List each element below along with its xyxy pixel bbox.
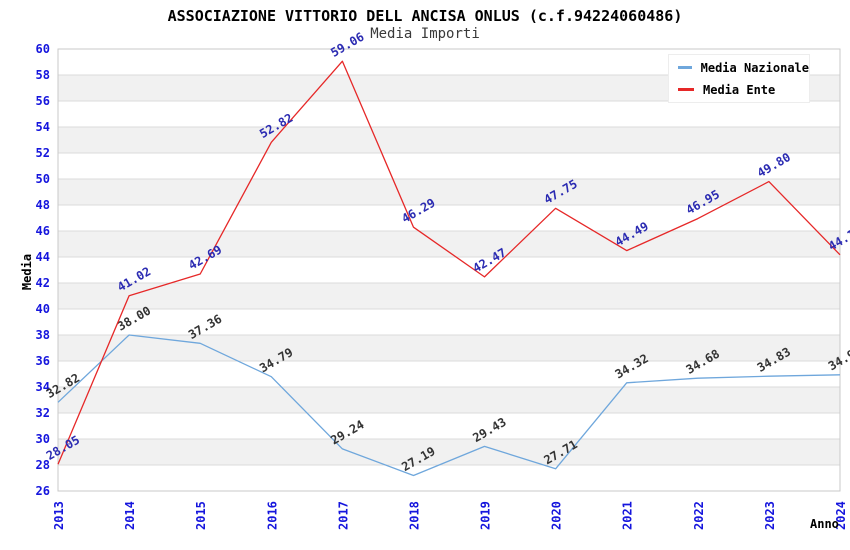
y-axis-label: Media <box>20 253 34 291</box>
chart-subtitle: Media Importi <box>370 26 480 42</box>
y-tick-label: 56 <box>36 94 50 108</box>
x-tick-label: 2024 <box>834 501 848 530</box>
y-tick-label: 32 <box>36 406 50 420</box>
y-tick-label: 48 <box>36 198 50 212</box>
y-tick-label: 52 <box>36 146 50 160</box>
x-tick-label: 2019 <box>479 501 493 530</box>
x-tick-label: 2015 <box>194 501 208 530</box>
x-tick-label: 2020 <box>550 501 564 530</box>
point-label: 59.06 <box>328 30 366 60</box>
series-line <box>57 60 841 465</box>
y-tick-label: 42 <box>36 276 50 290</box>
y-tick-label: 46 <box>36 224 50 238</box>
x-tick-label: 2017 <box>336 501 350 530</box>
x-tick-label: 2023 <box>763 501 777 530</box>
x-tick-label: 2013 <box>52 501 66 530</box>
background-band <box>58 335 840 361</box>
y-tick-label: 60 <box>36 42 50 56</box>
x-tick-label: 2016 <box>265 501 279 530</box>
y-tick-label: 54 <box>36 120 50 134</box>
y-tick-label: 40 <box>36 302 50 316</box>
legend-line-marker-icon <box>678 66 692 69</box>
background-band <box>58 283 840 309</box>
x-tick-label: 2021 <box>621 501 635 530</box>
series-line <box>57 334 841 477</box>
y-tick-label: 28 <box>36 458 50 472</box>
background-band <box>58 127 840 153</box>
x-tick-label: 2014 <box>123 501 137 530</box>
legend-label-media-ente: Media Ente <box>703 82 776 97</box>
x-tick-label: 2022 <box>692 501 706 530</box>
y-tick-label: 26 <box>36 484 50 498</box>
chart-title: ASSOCIAZIONE VITTORIO DELL ANCISA ONLUS … <box>167 7 683 25</box>
background-band <box>58 179 840 205</box>
y-tick-label: 38 <box>36 328 50 342</box>
point-label: 49.80 <box>755 150 793 180</box>
y-tick-label: 30 <box>36 432 50 446</box>
legend-item-media-ente: Media Ente <box>678 83 809 97</box>
y-tick-label: 34 <box>36 380 50 394</box>
y-tick-label: 58 <box>36 68 50 82</box>
y-tick-label: 36 <box>36 354 50 368</box>
background-band <box>58 387 840 413</box>
legend: Media Nazionale Media Ente <box>668 54 810 103</box>
y-tick-label: 44 <box>36 250 50 264</box>
x-axis-label: Anno <box>810 517 839 531</box>
background-band <box>58 231 840 257</box>
point-label: 44.17 <box>826 223 850 253</box>
x-tick-label: 2018 <box>407 501 421 530</box>
plot-border <box>57 48 841 492</box>
y-tick-label: 50 <box>36 172 50 186</box>
legend-label-media-nazionale: Media Nazionale <box>700 60 809 75</box>
legend-item-media-nazionale: Media Nazionale <box>678 61 809 75</box>
legend-line-marker-icon <box>678 88 694 91</box>
